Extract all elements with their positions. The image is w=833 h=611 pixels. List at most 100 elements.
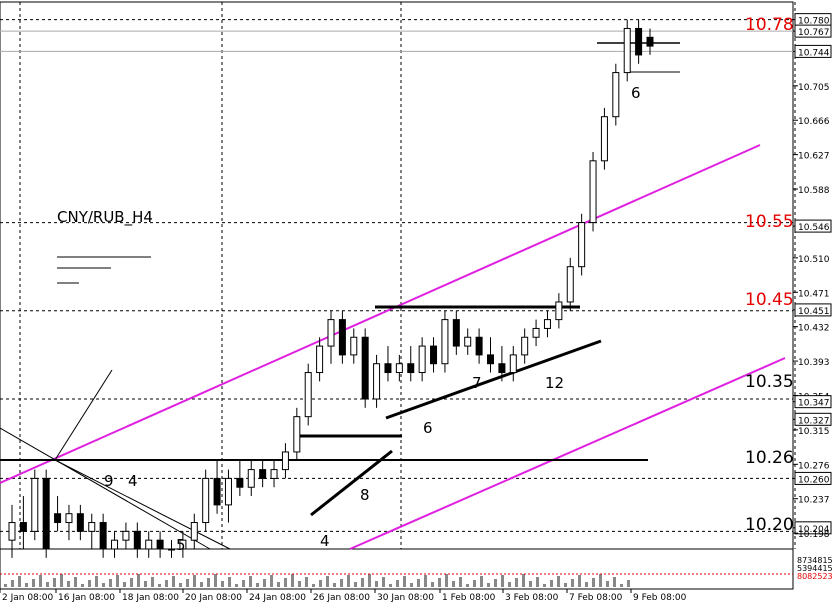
volume-bar (291, 574, 294, 587)
volume-bar (389, 584, 392, 587)
candle-body (281, 451, 289, 471)
candle-body (247, 469, 255, 488)
volume-bar (508, 582, 511, 587)
annotation-label: 9 (104, 472, 114, 490)
fan-line (54, 459, 231, 550)
indicator-label: 5394415 (797, 564, 833, 573)
volume-bar (424, 575, 427, 587)
level-label: 10.20 (745, 515, 794, 535)
volume-bar (452, 581, 455, 587)
volume-bar (396, 580, 399, 587)
volume-bar (46, 582, 49, 587)
fan-line (0, 427, 211, 550)
candle-body (42, 477, 50, 550)
volume-bar (501, 575, 504, 587)
candle-body (54, 513, 62, 524)
candle-body (543, 319, 551, 329)
x-tick-label: 1 Feb 08:00 (442, 593, 496, 603)
candle-body (498, 363, 506, 374)
candle-body (646, 36, 654, 47)
channel-upper-line (0, 144, 761, 484)
candle-body (612, 72, 620, 118)
x-tick-label: 20 Jan 08:00 (185, 593, 242, 603)
volume-bar (144, 581, 147, 587)
annotation-label: 4 (128, 472, 138, 490)
volume-bar (158, 584, 161, 587)
y-tick-label: 10.666 (798, 117, 830, 127)
y-tick-label: 10.327 (798, 416, 830, 426)
y-tick-label: 10.198 (798, 530, 830, 540)
volume-bar (228, 577, 231, 587)
annotation-label: 6 (423, 419, 433, 437)
annotation-label: 12 (545, 374, 564, 392)
volume-bar (613, 577, 616, 587)
fan-line (54, 369, 113, 461)
annotation-label: 8 (360, 486, 370, 504)
volume-bar (473, 580, 476, 587)
volume-bar (354, 582, 357, 587)
volume-bar (256, 583, 259, 587)
y-tick-label: 10.546 (798, 223, 830, 233)
annotation-label: 5 (176, 536, 186, 554)
candle-body (566, 266, 574, 303)
y-tick-label: 10.588 (798, 186, 830, 196)
y-label-box (794, 44, 832, 58)
y-label-box (794, 521, 832, 535)
plot-frame (0, 1, 794, 550)
volume-bar (270, 575, 273, 587)
y-tick-label: 10.744 (798, 48, 830, 58)
volume-bar (25, 583, 28, 587)
volume-bar (375, 581, 378, 587)
candle-body (65, 513, 73, 524)
y-label-box (794, 471, 832, 485)
volume-bar (347, 575, 350, 587)
volume-bar (466, 584, 469, 587)
candle-body (8, 522, 16, 541)
candle-body (145, 539, 153, 550)
grid-layer (19, 2, 796, 549)
volume-bar (522, 574, 525, 587)
candle-body (236, 477, 244, 488)
y-tick-label: 10.451 (798, 307, 830, 317)
volume-bar (312, 584, 315, 587)
candle-body (190, 522, 198, 541)
volume-bar (459, 577, 462, 587)
volume-bar (515, 578, 518, 587)
candle-body (350, 336, 358, 356)
volume-bar (410, 583, 413, 587)
x-tick-label: 16 Jan 08:00 (58, 593, 115, 603)
x-tick-label: 24 Jan 08:00 (249, 593, 306, 603)
volume-bar (137, 574, 140, 587)
y-tick-label: 10.627 (798, 152, 830, 162)
volume-bar (11, 580, 14, 587)
volume-bar (305, 577, 308, 587)
level-label: 10.35 (745, 372, 794, 392)
volume-bar (599, 574, 602, 587)
indicator-label: 8734815 (797, 556, 833, 565)
volume-bar (557, 576, 560, 587)
x-tick-label: 7 Feb 08:00 (569, 593, 623, 603)
volume-bar (403, 576, 406, 587)
candle-body (600, 116, 608, 162)
y-label-box (794, 303, 832, 317)
chart-title: CNY/RUB_H4 (57, 208, 153, 227)
candle-body (532, 327, 540, 338)
channel-lower-line (349, 357, 786, 550)
volume-bar (116, 575, 119, 587)
volume-bar (368, 574, 371, 587)
candle-body (475, 336, 483, 356)
volume-bar (109, 579, 112, 587)
x-tick-label: 18 Jan 08:00 (122, 593, 179, 603)
volume-bar (445, 574, 448, 587)
y-tick-label: 10.510 (798, 255, 830, 265)
candle-body (464, 336, 472, 347)
volume-bar (620, 584, 623, 587)
candle-body (452, 319, 460, 347)
volume-bar (123, 582, 126, 587)
volume-bar (571, 579, 574, 587)
volume-bar (242, 580, 245, 587)
candle-body (179, 539, 187, 550)
y-tick-label: 10.432 (798, 324, 830, 334)
